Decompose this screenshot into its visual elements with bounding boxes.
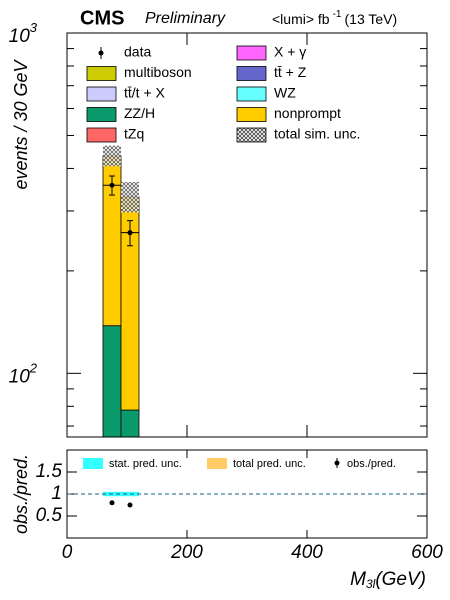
x-label-main: M — [350, 569, 366, 590]
data-point — [127, 230, 133, 236]
unc-band — [103, 145, 121, 167]
legend-swatch — [236, 45, 267, 61]
energy: (13 TeV) — [345, 11, 398, 27]
y-tick-base: 10 — [9, 366, 31, 387]
legend-label: tt̄/t + X — [124, 85, 166, 101]
unc-band — [121, 181, 139, 213]
y-tick-label: 102 — [9, 361, 38, 388]
y-tick-exp: 3 — [30, 20, 38, 35]
lumi: <lumi> fb -1 (13 TeV) — [272, 9, 397, 27]
x-tick-label: 600 — [411, 542, 443, 563]
y-tick-label: 103 — [9, 20, 38, 47]
ratio-y-tick-label: 1 — [51, 483, 62, 504]
x-axis-label: M3l(GeV) — [350, 569, 426, 591]
legend-swatch — [86, 66, 117, 81]
legend-label: obs./pred. — [347, 458, 396, 470]
frame — [66, 32, 428, 438]
ratio-y-tick-label: 0.5 — [36, 505, 63, 526]
y-tick-base: 10 — [9, 26, 31, 47]
lumi-text: <lumi> fb — [272, 11, 330, 27]
ratio-point — [109, 500, 115, 506]
legend-swatch — [236, 127, 267, 143]
legend-swatch — [207, 458, 227, 469]
legend-label: tt̄ + Z — [274, 64, 307, 80]
y-axis-label: events / 30 GeV — [11, 58, 31, 189]
x-tick-label: 0 — [62, 542, 73, 563]
legend-label: tZq — [124, 126, 144, 142]
lumi-exponent: -1 — [333, 9, 342, 20]
data-point — [109, 182, 115, 188]
legend-label: WZ — [274, 85, 296, 101]
legend-label: total sim. unc. — [274, 126, 360, 142]
legend-label: X + γ — [274, 44, 306, 60]
x-label-sub: 3l — [366, 577, 376, 591]
legend-label: data — [124, 44, 151, 60]
legend-swatch — [86, 107, 117, 122]
legend-label: ZZ/H — [124, 105, 155, 121]
title: CMS — [80, 7, 124, 29]
subtitle: Preliminary — [145, 10, 226, 27]
legend-swatch — [236, 66, 267, 81]
legend-label: nonprompt — [274, 105, 341, 121]
legend-label: stat. pred. unc. — [109, 458, 182, 470]
legend-swatch — [236, 107, 267, 122]
ratio-y-tick-label: 1.5 — [36, 461, 63, 482]
x-tick-label: 400 — [291, 542, 323, 563]
stack-segment — [120, 409, 140, 438]
legend-swatch — [86, 127, 117, 143]
x-tick-label: 200 — [170, 542, 203, 563]
y-tick-exp: 2 — [29, 361, 38, 376]
legend-swatch — [236, 86, 267, 102]
stack-segment — [102, 325, 122, 438]
legend-swatch — [83, 458, 103, 469]
ratio-y-axis-label: obs./pred. — [11, 454, 31, 534]
legend-swatch — [86, 86, 117, 102]
legend-label: multiboson — [124, 64, 192, 80]
x-label-unit: (GeV) — [375, 569, 426, 590]
legend-label: total pred. unc. — [233, 458, 306, 470]
ratio-point — [127, 502, 133, 508]
